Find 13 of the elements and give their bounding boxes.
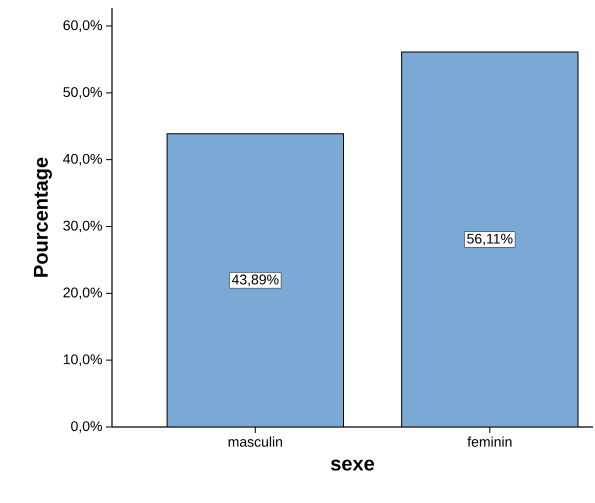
y-tick-label: 50,0% <box>63 87 102 99</box>
x-axis-title: sexe <box>330 460 374 471</box>
y-tick-label: 20,0% <box>63 288 102 300</box>
y-axis-title: Pourcentage <box>34 158 52 277</box>
y-tick-label: 30,0% <box>63 220 102 232</box>
data-label: 43,89% <box>232 274 279 286</box>
y-tick-label: 0,0% <box>71 421 102 433</box>
data-label: 56,11% <box>467 234 513 246</box>
y-tick-label: 40,0% <box>63 154 102 166</box>
x-tick-label: feminin <box>467 436 512 447</box>
y-tick-label: 60,0% <box>63 20 102 32</box>
y-tick-label: 10,0% <box>64 354 102 366</box>
x-tick-label: masculin <box>228 436 282 447</box>
